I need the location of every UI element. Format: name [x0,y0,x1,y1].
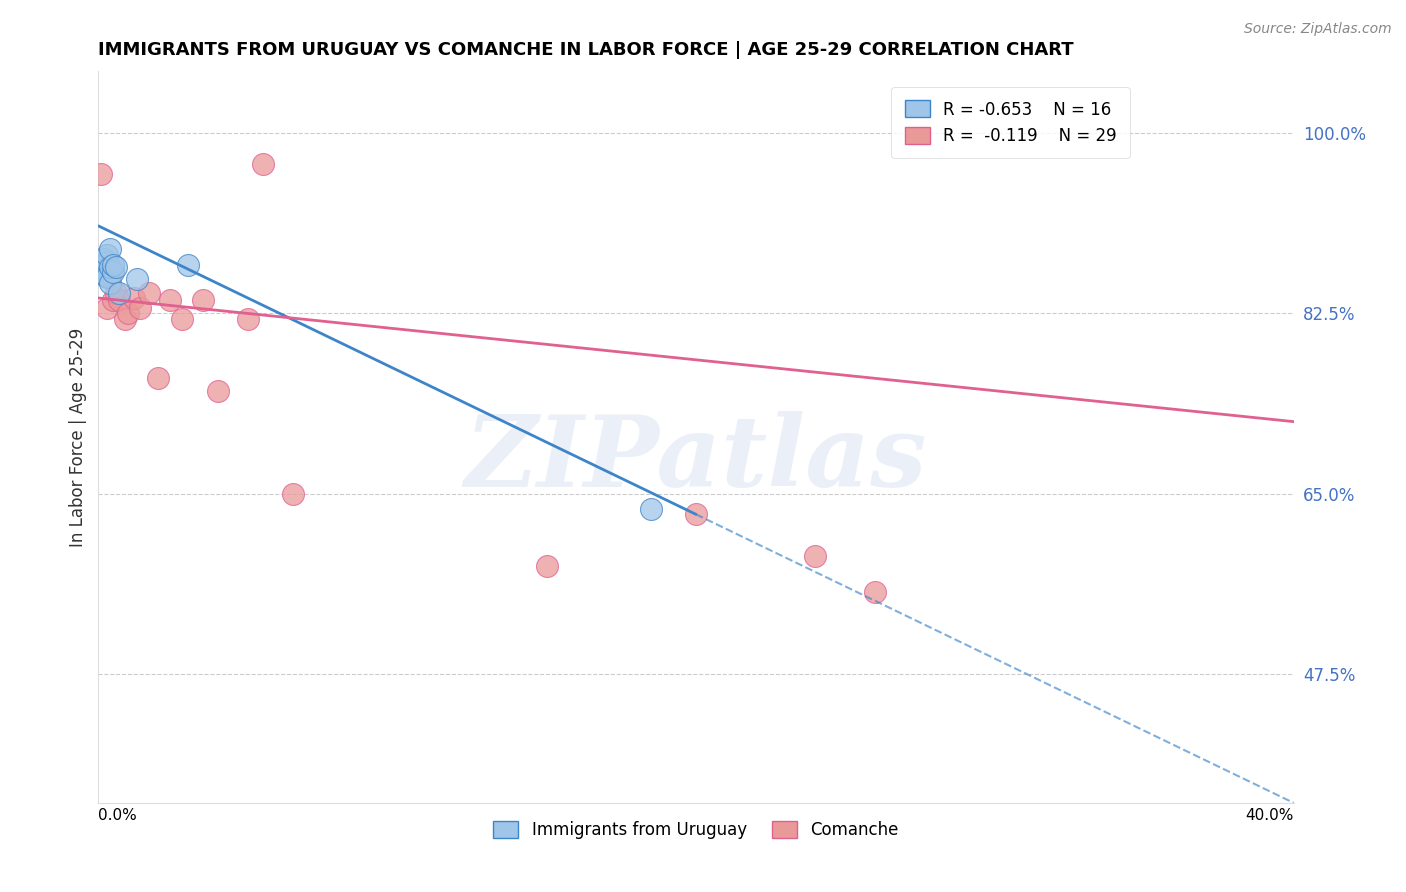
Y-axis label: In Labor Force | Age 25-29: In Labor Force | Age 25-29 [69,327,87,547]
Point [103,293,125,307]
Point [129,301,152,316]
Point [127,272,149,286]
Point [191,293,214,307]
Point [865,584,887,599]
Text: 0.0%: 0.0% [98,808,138,823]
Point [98,242,122,256]
Point [148,371,170,385]
Point [177,258,200,272]
Point [98,276,122,290]
Point [207,384,229,398]
Point [93,268,115,283]
Point [96,255,118,269]
Point [96,248,118,262]
Point [172,311,194,326]
Point [96,301,118,316]
Point [685,508,707,522]
Point [138,285,160,300]
Point [103,265,125,279]
Point [90,167,112,181]
Point [804,549,827,563]
Point [108,285,131,300]
Point [159,293,181,307]
Point [114,311,136,326]
Point [117,306,139,320]
Point [640,502,662,516]
Point [98,270,122,285]
Point [536,558,558,573]
Point [103,258,125,272]
Point [90,260,112,274]
Point [124,291,146,305]
Point [96,270,118,285]
Text: 40.0%: 40.0% [1246,808,1294,823]
Point [281,487,304,501]
Text: ZIPatlas: ZIPatlas [465,411,927,508]
Text: Source: ZipAtlas.com: Source: ZipAtlas.com [1244,22,1392,37]
Point [252,157,274,171]
Point [105,285,128,300]
Point [105,260,128,274]
Text: IMMIGRANTS FROM URUGUAY VS COMANCHE IN LABOR FORCE | AGE 25-29 CORRELATION CHART: IMMIGRANTS FROM URUGUAY VS COMANCHE IN L… [98,41,1074,59]
Point [93,252,115,266]
Point [236,311,259,326]
Point [98,260,122,274]
Point [108,293,131,307]
Point [93,260,115,274]
Legend: Immigrants from Uruguay, Comanche: Immigrants from Uruguay, Comanche [486,814,905,846]
